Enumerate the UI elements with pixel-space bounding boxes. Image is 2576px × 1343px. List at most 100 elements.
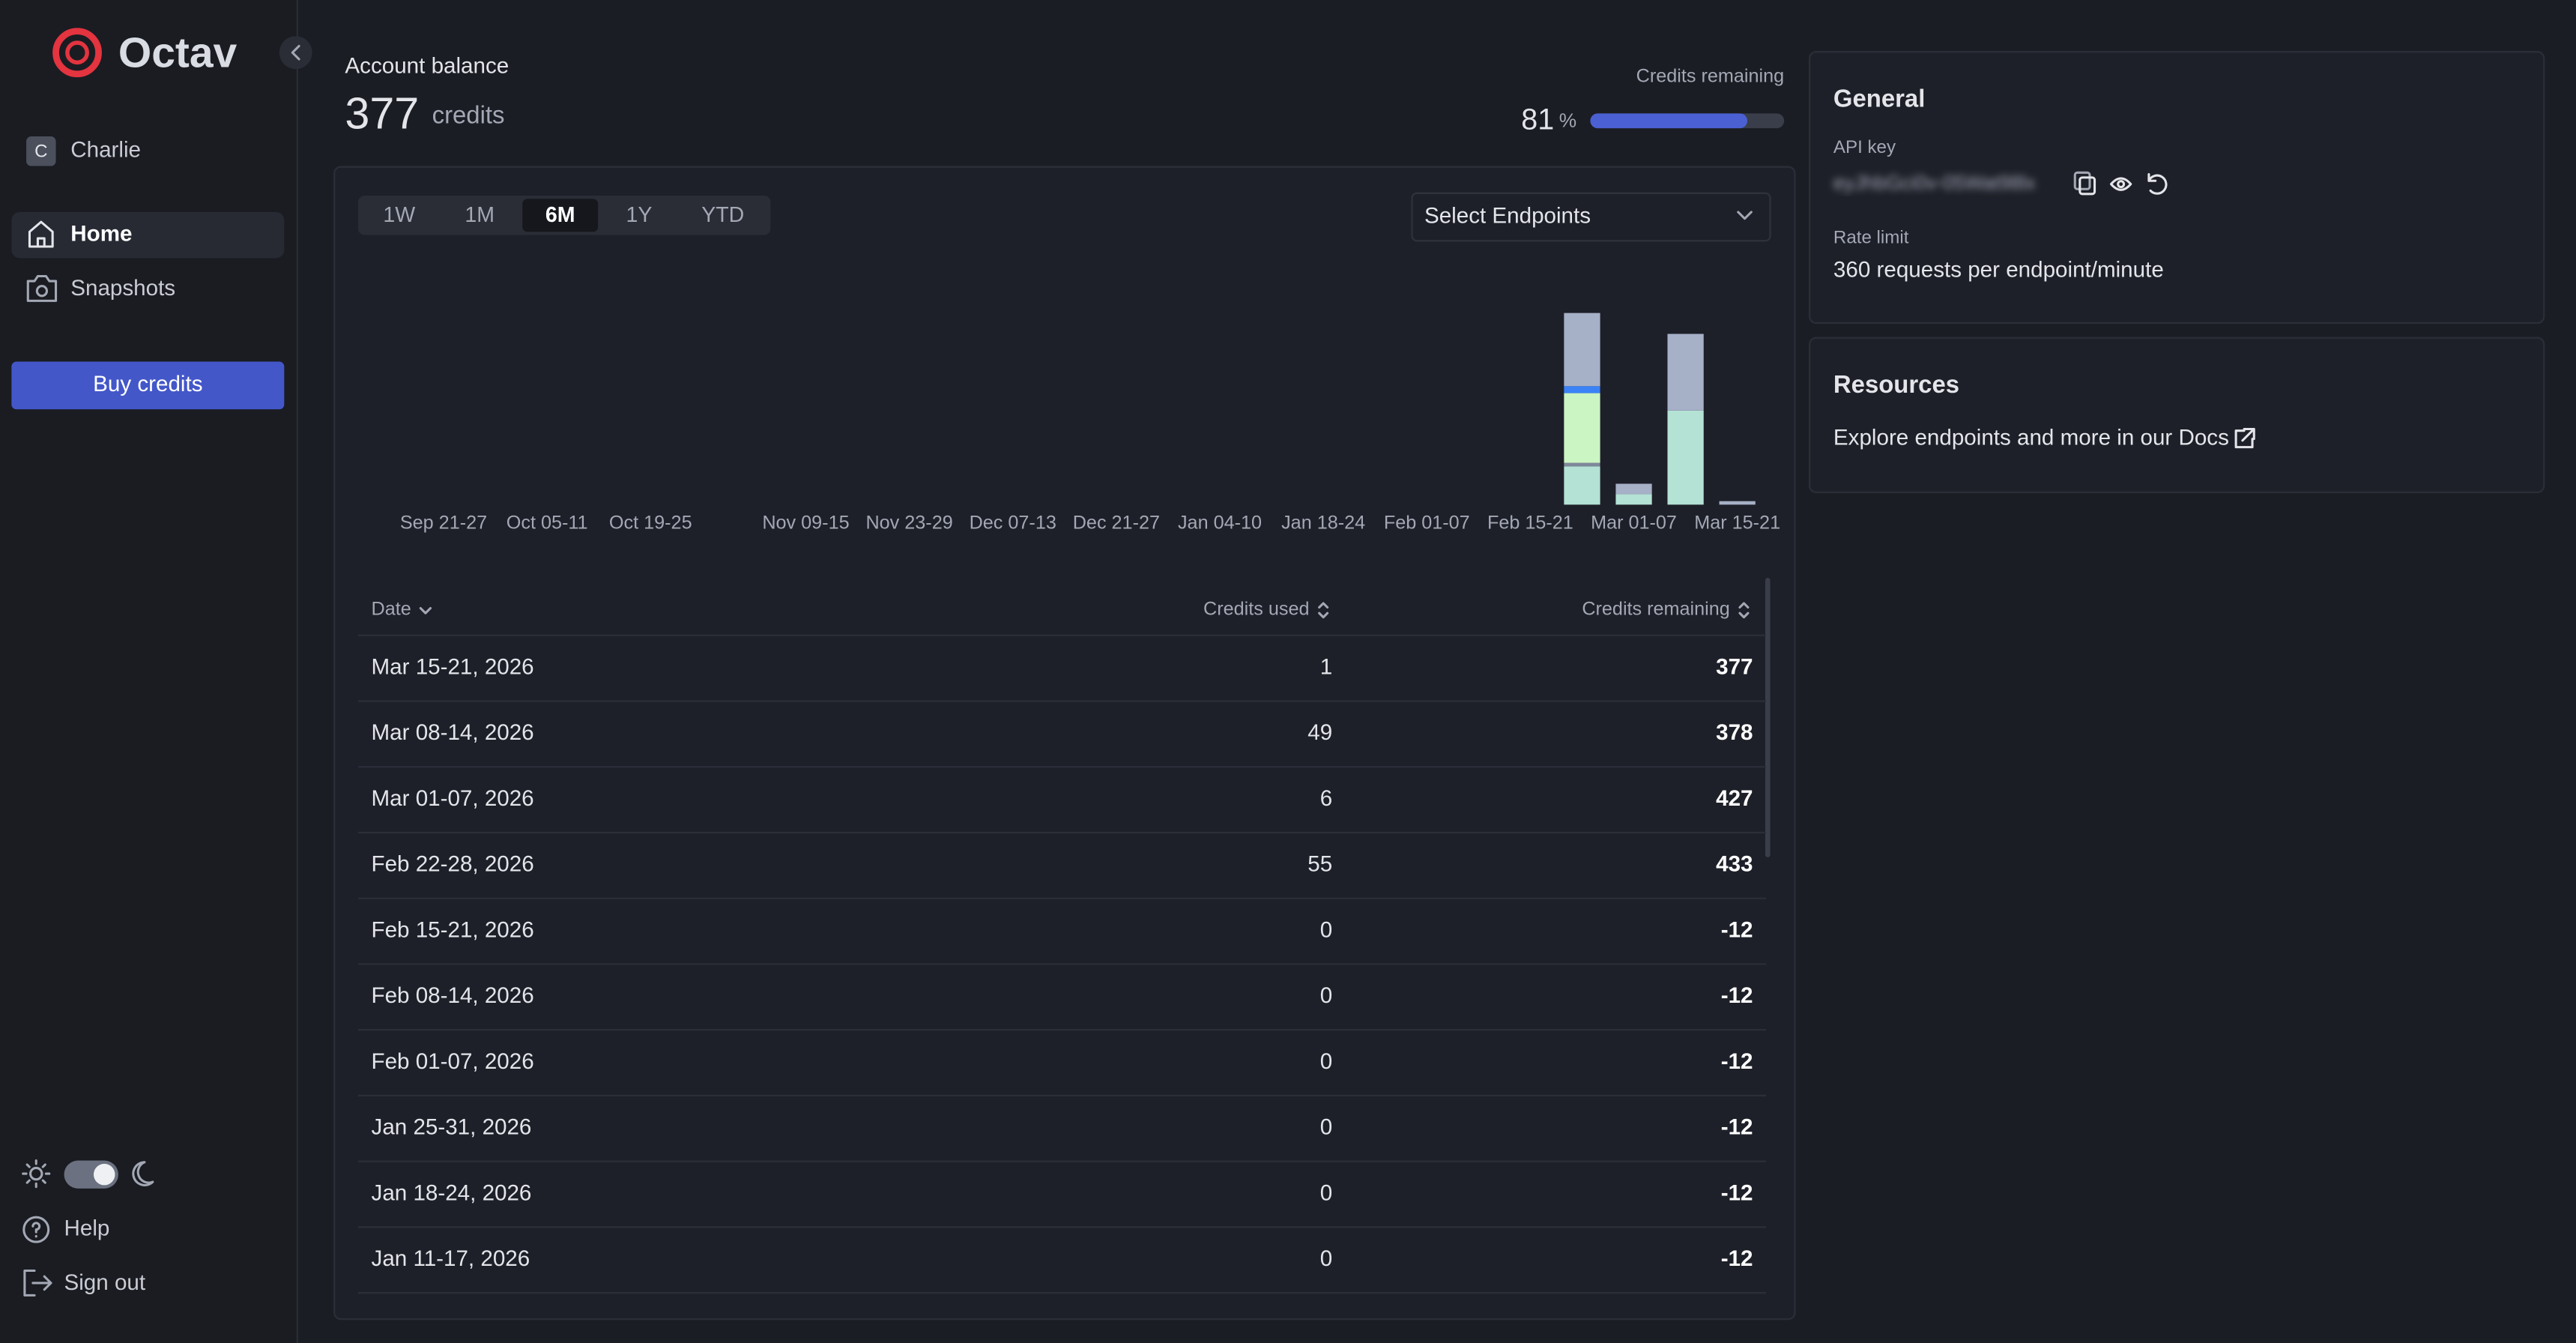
balance-label: Account balance bbox=[345, 54, 509, 79]
sun-icon[interactable] bbox=[29, 1166, 43, 1181]
bar-segment[interactable] bbox=[1615, 483, 1652, 495]
usage-chart: Sep 21-27 Oct 05-11 Oct 19-25 Nov 09-15 Nov … bbox=[400, 313, 1780, 533]
general-card bbox=[1809, 50, 2545, 325]
cell-date: Jan 18-24, 2026 bbox=[372, 1180, 532, 1205]
toggle-knob[interactable] bbox=[93, 1163, 115, 1186]
bar-segment[interactable] bbox=[1719, 501, 1756, 505]
buy-credits-label[interactable]: Buy credits bbox=[93, 372, 202, 396]
column-header[interactable]: Date bbox=[372, 598, 411, 619]
sign-out-label[interactable]: Sign out bbox=[64, 1270, 146, 1295]
sign-out-icon[interactable] bbox=[23, 1269, 52, 1297]
x-tick-label: Oct 19-25 bbox=[609, 512, 692, 533]
bar-segment[interactable] bbox=[1667, 334, 1704, 411]
cell-used: 0 bbox=[1320, 1246, 1332, 1271]
brand: Octav bbox=[118, 29, 238, 77]
balance-unit: credits bbox=[432, 100, 505, 128]
eye-pupil[interactable] bbox=[2117, 180, 2126, 189]
regenerate-icon[interactable] bbox=[2147, 172, 2168, 195]
sign-out-link[interactable]: Sign out bbox=[23, 1269, 146, 1297]
sun-rays[interactable] bbox=[22, 1159, 51, 1189]
cell-used: 0 bbox=[1320, 983, 1332, 1008]
copy-icon[interactable] bbox=[2078, 176, 2096, 196]
column-header[interactable]: Credits remaining bbox=[1582, 598, 1729, 619]
cell-used: 55 bbox=[1307, 852, 1332, 877]
docs-link[interactable]: Explore endpoints and more in our Docs bbox=[1833, 425, 2255, 450]
nav-home-bg[interactable] bbox=[11, 211, 285, 259]
cell-date: Feb 22-28, 2026 bbox=[372, 852, 534, 877]
bar-segment[interactable] bbox=[1615, 494, 1652, 505]
x-tick-label: Nov 09-15 bbox=[762, 512, 849, 533]
bar-segment[interactable] bbox=[1564, 393, 1600, 463]
eye-icon[interactable] bbox=[2109, 177, 2132, 191]
cell-remaining: -12 bbox=[1721, 1115, 1753, 1140]
cell-remaining: 378 bbox=[1716, 720, 1753, 745]
cell-date: Mar 08-14, 2026 bbox=[372, 720, 534, 745]
cell-remaining: 433 bbox=[1716, 852, 1753, 877]
help-icon[interactable] bbox=[22, 1216, 50, 1243]
cell-date: Feb 01-07, 2026 bbox=[372, 1049, 534, 1074]
help-label[interactable]: Help bbox=[64, 1216, 110, 1240]
cell-remaining: 427 bbox=[1716, 786, 1753, 811]
docs-link-label[interactable]: Explore endpoints and more in our Docs bbox=[1833, 425, 2229, 450]
cell-date: Feb 08-14, 2026 bbox=[372, 983, 534, 1008]
cell-date: Mar 01-07, 2026 bbox=[372, 786, 534, 811]
bar-segment[interactable] bbox=[1667, 410, 1704, 505]
range-tab[interactable]: 1W bbox=[383, 203, 415, 227]
balance-value: 377 bbox=[345, 88, 419, 138]
column-header[interactable]: Credits used bbox=[1203, 598, 1309, 619]
camera-icon[interactable] bbox=[26, 274, 58, 302]
moon-icon[interactable] bbox=[132, 1161, 154, 1186]
x-tick-label: Mar 15-21 bbox=[1694, 512, 1780, 533]
x-tick-label: Jan 18-24 bbox=[1281, 512, 1365, 533]
range-tab[interactable]: YTD bbox=[701, 203, 744, 227]
sort-icon[interactable] bbox=[419, 607, 432, 615]
api-key-label: API key bbox=[1833, 137, 1896, 157]
range-tab[interactable]: 1Y bbox=[626, 203, 652, 227]
user-name: Charlie bbox=[70, 138, 141, 163]
nav-home[interactable]: Home bbox=[11, 211, 285, 259]
cell-date: Jan 11-17, 2026 bbox=[372, 1246, 530, 1271]
copy-button[interactable] bbox=[2073, 171, 2096, 196]
bar-segment[interactable] bbox=[1564, 386, 1600, 393]
help-mark[interactable] bbox=[31, 1222, 41, 1238]
nav-label[interactable]: Snapshots bbox=[70, 276, 175, 301]
collapse-button[interactable] bbox=[279, 36, 312, 70]
copy-icon[interactable] bbox=[2073, 171, 2091, 190]
buy-credits-bg[interactable] bbox=[11, 361, 285, 410]
cell-used: 6 bbox=[1320, 786, 1332, 811]
bar-segment[interactable] bbox=[1564, 313, 1600, 387]
regenerate-button[interactable] bbox=[2147, 172, 2168, 195]
collapse-bg[interactable] bbox=[279, 36, 312, 70]
range-tab[interactable]: 6M bbox=[545, 203, 575, 227]
logo: Octav bbox=[52, 28, 238, 78]
bar-segment[interactable] bbox=[1564, 466, 1600, 505]
x-tick-label: Dec 07-13 bbox=[970, 512, 1056, 533]
api-key: eyJhbGci0v-05Wat98lx bbox=[1833, 172, 2035, 194]
logo-ring bbox=[52, 28, 102, 78]
endpoint-select[interactable]: Select Endpoints bbox=[1411, 192, 1771, 242]
select-box[interactable] bbox=[1411, 192, 1771, 242]
nav-label[interactable]: Home bbox=[70, 221, 132, 246]
sort-icon[interactable] bbox=[1318, 602, 1329, 619]
resources-card bbox=[1809, 336, 2545, 494]
bar-segment[interactable] bbox=[1564, 462, 1600, 467]
reveal-button[interactable] bbox=[2109, 177, 2132, 191]
select-chevron[interactable] bbox=[1737, 211, 1753, 220]
external-icon[interactable] bbox=[2234, 427, 2255, 449]
range-tab[interactable]: 1M bbox=[465, 203, 495, 227]
cell-remaining: -12 bbox=[1721, 983, 1753, 1008]
theme-toggle[interactable] bbox=[22, 1159, 154, 1189]
home-icon[interactable] bbox=[28, 220, 54, 248]
help-link[interactable]: Help bbox=[22, 1216, 110, 1243]
camera-lens[interactable] bbox=[35, 285, 49, 298]
nav-snapshots[interactable]: Snapshots bbox=[26, 274, 175, 302]
cell-used: 1 bbox=[1320, 654, 1332, 679]
card-title: Resources bbox=[1833, 370, 1959, 398]
select-label[interactable]: Select Endpoints bbox=[1424, 203, 1591, 228]
range-tab-active[interactable] bbox=[522, 199, 599, 232]
buy-credits-button[interactable]: Buy credits bbox=[11, 361, 285, 410]
collapse-icon[interactable] bbox=[291, 44, 300, 61]
cell-used: 49 bbox=[1307, 720, 1332, 745]
sort-icon[interactable] bbox=[1738, 602, 1750, 619]
